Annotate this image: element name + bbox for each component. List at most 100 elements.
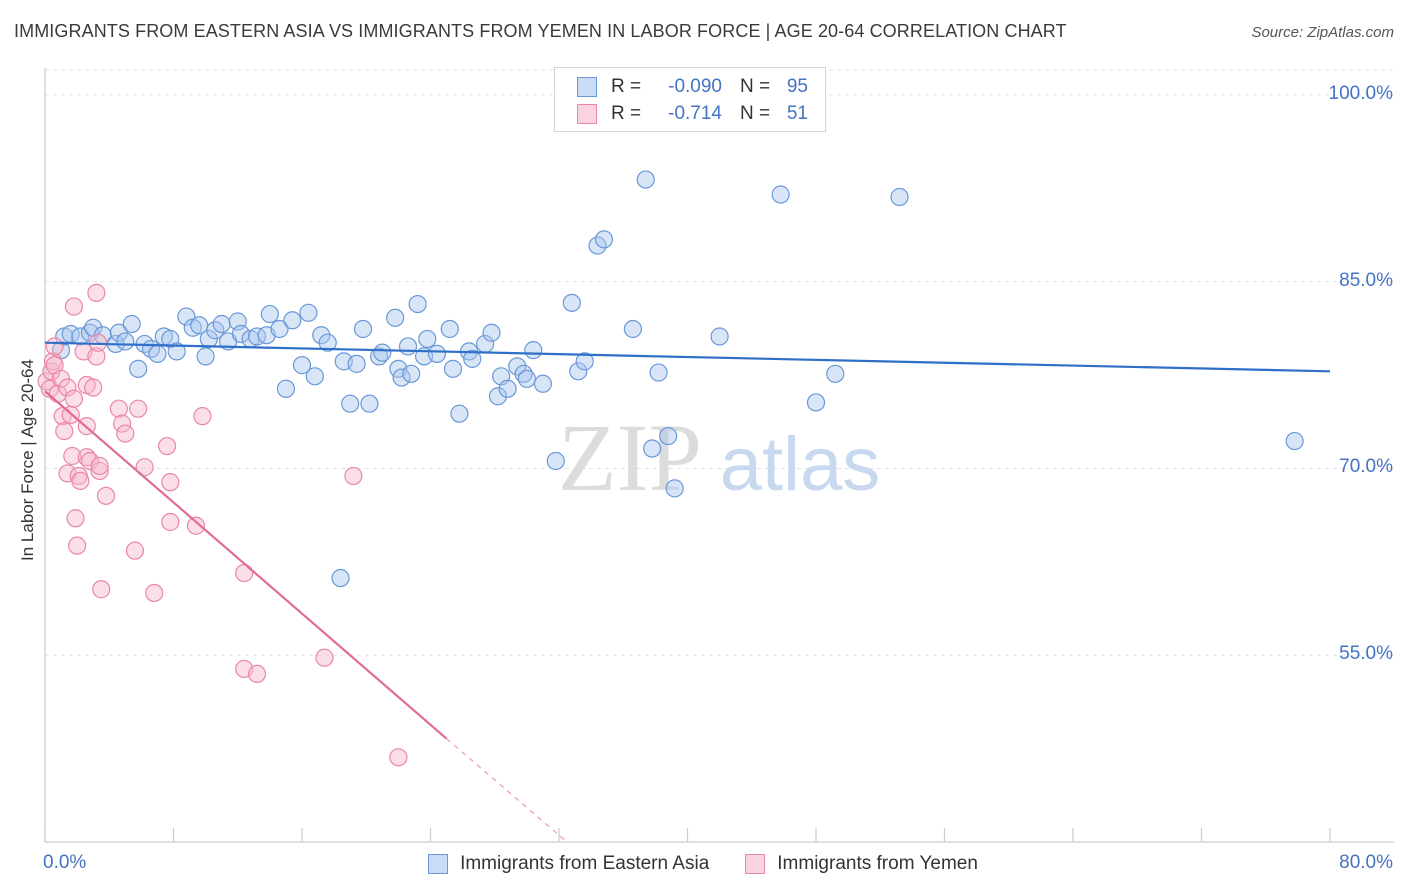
legend-item-yemen[interactable]: Immigrants from Yemen — [745, 853, 978, 875]
data-point — [167, 342, 186, 361]
n-label: N = — [740, 103, 771, 124]
y-tick-label: 100.0% — [1328, 82, 1393, 104]
data-point — [569, 362, 588, 381]
legend-label-eastern-asia: Immigrants from Eastern Asia — [460, 853, 710, 874]
data-point — [161, 473, 180, 492]
n-value-yemen: 51 — [786, 103, 808, 124]
data-point — [87, 347, 106, 366]
data-point — [135, 458, 154, 477]
data-point — [122, 314, 141, 334]
legend: Immigrants from Eastern Asia Immigrants … — [0, 851, 1406, 877]
r-value-yemen: -0.714 — [668, 103, 722, 124]
x-tick-label-min: 0.0% — [43, 852, 87, 873]
axes — [44, 68, 1394, 843]
data-point — [418, 329, 437, 349]
data-point — [71, 327, 90, 346]
data-point — [276, 379, 296, 398]
data-point — [196, 347, 215, 366]
legend-label-yemen: Immigrants from Yemen — [777, 853, 978, 874]
data-point — [806, 393, 826, 412]
data-point — [562, 293, 581, 312]
data-point — [96, 486, 116, 505]
legend-item-eastern-asia[interactable]: Immigrants from Eastern Asia — [428, 853, 709, 875]
n-label: N = — [740, 76, 771, 97]
data-point — [247, 327, 267, 346]
data-point — [594, 230, 614, 249]
data-point — [157, 436, 177, 456]
data-point — [643, 439, 662, 458]
data-point — [575, 352, 594, 371]
data-point — [87, 283, 106, 302]
data-point — [890, 187, 909, 207]
data-point — [623, 319, 642, 339]
data-point — [260, 304, 279, 324]
trend-line-yemen-extension — [446, 738, 568, 843]
watermark-atlas: atlas — [720, 422, 881, 507]
r-value-eastern-asia: -0.090 — [668, 76, 722, 97]
data-point — [710, 327, 729, 346]
series-eastern-asia-points — [51, 170, 1304, 588]
data-point — [68, 536, 87, 555]
stats-row-yemen: R = -0.714 N = 51 — [577, 101, 808, 127]
data-point — [63, 446, 82, 466]
data-point — [508, 357, 527, 376]
stats-box: R = -0.090 N = 95 R = -0.714 N = 51 — [554, 67, 826, 132]
n-value-eastern-asia: 95 — [786, 76, 808, 97]
data-point — [145, 583, 164, 603]
data-point — [129, 399, 148, 418]
data-point — [398, 337, 418, 356]
stats-row-eastern-asia: R = -0.090 N = 95 — [577, 74, 808, 100]
data-point — [129, 359, 148, 378]
data-point — [482, 323, 501, 342]
data-point — [305, 367, 324, 386]
legend-swatch-pink — [745, 854, 766, 874]
x-tick-label-max: 80.0% — [1339, 852, 1393, 873]
trend-lines — [44, 341, 1331, 843]
trend-line-eastern-asia — [44, 341, 1331, 373]
y-axis-label: In Labor Force | Age 20-64 — [18, 359, 37, 561]
y-tick-label: 85.0% — [1339, 269, 1393, 291]
data-point — [450, 404, 469, 423]
data-point — [517, 369, 536, 388]
y-tick-label: 70.0% — [1339, 456, 1393, 478]
data-point — [331, 568, 350, 588]
data-point — [58, 378, 77, 397]
data-point — [826, 364, 845, 383]
data-point — [125, 541, 145, 560]
data-point — [665, 479, 684, 498]
data-point — [84, 378, 103, 397]
r-label: R = — [611, 76, 642, 97]
data-point — [360, 394, 379, 413]
r-label: R = — [611, 103, 642, 124]
data-point — [193, 407, 212, 426]
data-point — [771, 185, 790, 204]
data-point — [402, 364, 421, 383]
data-point — [299, 303, 318, 322]
data-point — [55, 421, 74, 441]
data-point — [318, 333, 337, 352]
data-point — [440, 319, 459, 339]
data-point — [186, 516, 206, 535]
data-point — [148, 344, 167, 363]
data-point — [212, 314, 231, 334]
watermark-zip: ZIP — [558, 404, 702, 511]
data-point — [344, 466, 363, 486]
data-point — [353, 319, 373, 339]
data-point — [109, 399, 128, 418]
data-point — [116, 332, 135, 351]
data-point — [546, 451, 565, 471]
data-point — [533, 374, 553, 393]
data-point — [386, 308, 405, 327]
legend-swatch-blue — [428, 854, 449, 874]
data-point — [427, 344, 447, 363]
trend-line-yemen — [44, 390, 448, 740]
data-point — [112, 414, 132, 433]
data-point — [116, 424, 135, 443]
data-point — [90, 456, 109, 476]
data-point — [71, 471, 90, 491]
data-point — [235, 563, 254, 583]
data-point — [161, 512, 180, 532]
data-point — [463, 349, 482, 368]
data-point — [373, 343, 392, 362]
data-point — [1285, 431, 1304, 451]
